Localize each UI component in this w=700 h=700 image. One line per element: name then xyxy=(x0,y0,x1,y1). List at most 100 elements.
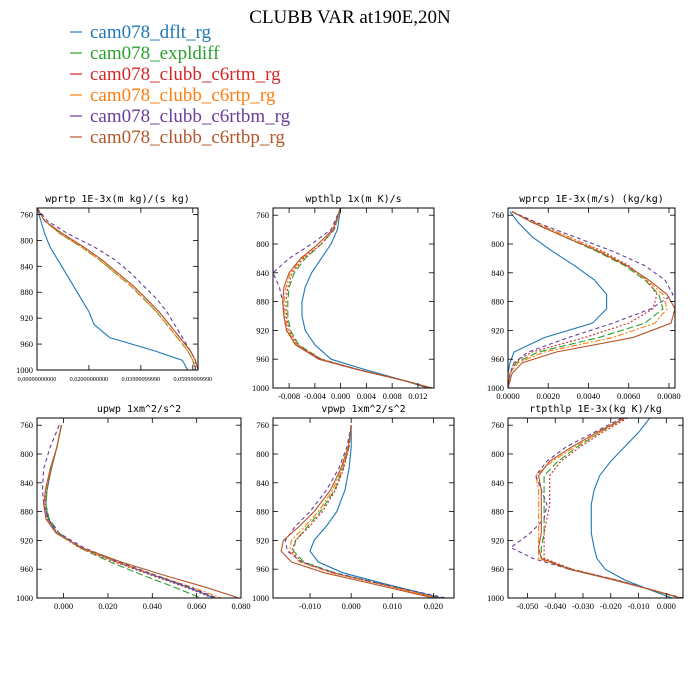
panel-5-ytick-label-5: 960 xyxy=(491,564,504,574)
panel-4-line-4 xyxy=(284,425,446,598)
panel-2-xtick-label-1: 0.0020 xyxy=(537,391,560,401)
panel-2-line-3 xyxy=(508,211,668,388)
panel-3-ytick-label-6: 1000 xyxy=(16,593,33,603)
panel-2-ytick-label-2: 840 xyxy=(491,268,504,278)
legend-entry-2: cam078_clubb_c6rtm_rg xyxy=(90,64,281,85)
panel-1-xtick-label-5: 0.012 xyxy=(408,391,427,401)
panel-1-series-group xyxy=(273,208,433,388)
panel-2-ytick-label-0: 760 xyxy=(491,210,504,220)
panel-0-ytick-label-4: 920 xyxy=(20,313,33,323)
panel-0-ytick-label-2: 840 xyxy=(20,261,33,271)
panel-4-series-group xyxy=(280,425,446,598)
panel-0-ytick-label-0: 760 xyxy=(20,209,33,219)
panel-3-ytick-label-5: 960 xyxy=(20,564,33,574)
panel-4-ytick-label-0: 760 xyxy=(256,420,269,430)
panel-4-xtick-label-2: 0.010 xyxy=(383,601,402,611)
panel-0-ytick-label-5: 960 xyxy=(20,339,33,349)
panel-3-ytick-label-0: 760 xyxy=(20,420,33,430)
panel-4-ytick-label-2: 840 xyxy=(256,478,269,488)
panel-4-xtick-label-1: 0.000 xyxy=(342,601,361,611)
panel-3-xtick-label-2: 0.040 xyxy=(143,601,162,611)
panel-1-line-0 xyxy=(301,208,428,388)
panel-1-ytick-label-2: 840 xyxy=(256,268,269,278)
panel-0-title: wprtp 1E-3x(m kg)/(s kg) xyxy=(45,194,190,205)
panel-2: wprcp 1E-3x(m/s) (kg/kg) 760 800 840 880 920 9… xyxy=(487,194,681,401)
legend-entry-5: cam078_clubb_c6rtbp_rg xyxy=(90,127,285,148)
panel-3-line-0 xyxy=(45,425,215,598)
panel-4-line-0 xyxy=(309,425,442,598)
panel-5-xtick-label-4: -0.010 xyxy=(628,601,650,611)
panel-4-ytick-label-5: 960 xyxy=(256,564,269,574)
panel-1-xtick-label-4: 0.008 xyxy=(383,391,402,401)
panel-3-title: upwp 1xm^2/s^2 xyxy=(97,404,181,415)
panel-1-ytick-label-1: 800 xyxy=(256,239,269,249)
panel-3-xtick-label-4: 0.080 xyxy=(231,601,250,611)
panel-1-ytick-label-3: 880 xyxy=(256,297,269,307)
panel-0-xtick-label-3: 0.05999999990 xyxy=(173,376,212,383)
panel-4-title: vpwp 1xm^2/s^2 xyxy=(321,404,405,415)
panel-1: wpthlp 1x(m K)/s 760 800 840 880 920 960 1000 -0… xyxy=(252,194,435,401)
panel-5-line-0 xyxy=(590,418,673,598)
panel-3: upwp 1xm^2/s^2 760 800 840 880 920 960 1000 0.00… xyxy=(16,404,251,611)
panel-5-ytick-label-2: 840 xyxy=(491,478,504,488)
panel-3-xtick-label-1: 0.020 xyxy=(98,601,117,611)
panel-4-line-3 xyxy=(288,425,438,598)
panel-5-ytick-label-4: 920 xyxy=(491,535,504,545)
panel-3-ytick-label-3: 880 xyxy=(20,507,33,517)
figure-title: CLUBB VAR at190E,20N xyxy=(249,7,451,28)
panel-2-ytick-label-3: 880 xyxy=(491,297,504,307)
panels: wprtp 1E-3x(m kg)/(s kg) 760 800 840 880 920 9… xyxy=(16,194,684,611)
panel-1-title: wpthlp 1x(m K)/s xyxy=(305,194,401,205)
legend-entry-3: cam078_clubb_c6rtp_rg xyxy=(90,85,276,106)
panel-2-xtick-label-4: 0.0080 xyxy=(657,391,680,401)
panel-5-title: rtpthlp 1E-3x(kg K)/kg xyxy=(529,404,661,415)
panel-3-xtick-label-3: 0.060 xyxy=(187,601,206,611)
panel-0-line-5 xyxy=(37,208,198,370)
panel-2-line-0 xyxy=(508,211,608,388)
panel-0-xtick-label-1: 0.02000000000 xyxy=(70,376,109,383)
panel-0: wprtp 1E-3x(m kg)/(s kg) 760 800 840 880 920 9… xyxy=(16,194,212,383)
panel-5: rtpthlp 1E-3x(kg K)/kg 760 800 840 880 920 960… xyxy=(487,404,684,611)
panel-3-ytick-label-1: 800 xyxy=(20,449,33,459)
legend: cam078_dflt_rgcam078_expldiffcam078_club… xyxy=(70,22,291,148)
panel-5-ytick-label-6: 1000 xyxy=(487,593,504,603)
panel-4-line-2 xyxy=(290,425,438,598)
panel-3-ytick-label-4: 920 xyxy=(20,535,33,545)
panel-4-ytick-label-1: 800 xyxy=(256,449,269,459)
panel-2-ytick-label-6: 1000 xyxy=(487,383,504,393)
panel-0-xtick-label-0: 0.00000000000 xyxy=(18,376,57,383)
panel-0-ytick-label-3: 880 xyxy=(20,287,33,297)
panel-1-xtick-label-0: -0.008 xyxy=(278,391,300,401)
panel-3-xtick-label-0: 0.000 xyxy=(54,601,73,611)
panel-2-line-4 xyxy=(508,211,674,388)
panel-1-ytick-label-6: 1000 xyxy=(252,383,269,393)
panel-2-xtick-label-3: 0.0060 xyxy=(617,391,640,401)
legend-entry-4: cam078_clubb_c6rtbm_rg xyxy=(90,106,291,127)
panel-3-line-1 xyxy=(45,425,202,598)
panel-1-xtick-label-2: 0.000 xyxy=(331,391,350,401)
panel-0-series-group xyxy=(37,208,198,370)
panel-0-frame xyxy=(36,207,199,371)
panel-5-xtick-label-1: -0.040 xyxy=(544,601,566,611)
panel-4-xtick-label-0: -0.010 xyxy=(299,601,321,611)
panel-3-line-2 xyxy=(44,425,213,598)
panel-4-ytick-label-3: 880 xyxy=(256,507,269,517)
legend-entry-1: cam078_expldiff xyxy=(90,43,220,64)
panel-5-ytick-label-1: 800 xyxy=(491,449,504,459)
panel-2-line-2 xyxy=(508,211,658,388)
panel-4: vpwp 1xm^2/s^2 760 800 840 880 920 960 1000 -0.0… xyxy=(252,404,455,611)
panel-2-series-group xyxy=(508,211,675,388)
legend-entry-0: cam078_dflt_rg xyxy=(90,22,212,43)
panel-1-line-5 xyxy=(282,208,433,388)
panel-1-xtick-label-3: 0.004 xyxy=(357,391,377,401)
panel-5-xtick-label-3: -0.020 xyxy=(600,601,622,611)
panel-5-line-2 xyxy=(543,418,681,598)
panel-4-ytick-label-4: 920 xyxy=(256,535,269,545)
panel-3-series-group xyxy=(41,424,239,598)
panel-5-line-1 xyxy=(540,418,681,598)
panel-1-ytick-label-0: 760 xyxy=(256,210,269,220)
panel-2-title: wprcp 1E-3x(m/s) (kg/kg) xyxy=(519,194,664,205)
panel-4-ytick-label-6: 1000 xyxy=(252,593,269,603)
panel-4-frame xyxy=(272,417,455,599)
